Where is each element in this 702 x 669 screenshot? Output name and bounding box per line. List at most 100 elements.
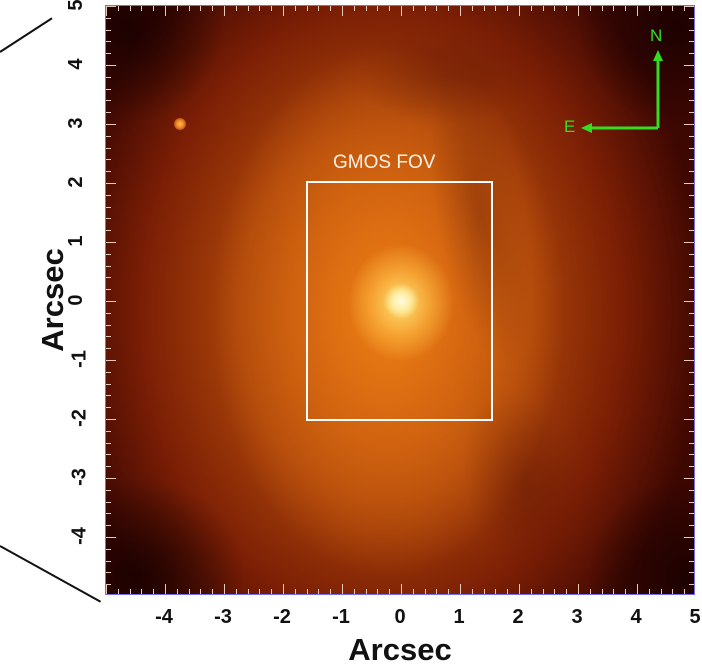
y-tick-right [689,289,694,291]
x-tick-top [566,6,568,11]
y-axis-label: Arcsec [35,248,70,352]
y-tick-right [689,395,694,397]
x-tick-top [330,6,332,11]
dust-lane [356,26,536,126]
y-tick-right [689,348,694,350]
x-tick-top [153,6,155,11]
x-tick-bottom [483,589,485,594]
x-tick-top [117,6,119,11]
x-tick-label: 0 [394,606,406,628]
y-tick-left [106,17,111,19]
y-tick-left [106,360,116,361]
x-tick-bottom [165,584,166,594]
x-tick-bottom [271,589,273,594]
x-tick-bottom [578,584,579,594]
x-tick-bottom [342,584,343,594]
y-tick-right [689,206,694,208]
x-tick-top [377,6,379,11]
x-tick-bottom [625,589,627,594]
galaxy-image-plot: GMOS FOV [105,5,695,595]
y-tick-left [106,419,116,420]
y-tick-left [106,442,111,444]
y-tick-right [689,371,694,373]
x-tick-top [247,6,249,11]
y-tick-left [106,395,111,397]
x-tick-label: 3 [571,606,583,628]
gmos-fov-rectangle [306,181,493,421]
y-tick-right [684,301,694,302]
x-tick-label: 1 [453,606,465,628]
x-axis-label: Arcsec [348,632,452,667]
y-tick-right [689,265,694,267]
y-tick-left [106,466,111,468]
y-tick-left [106,324,111,326]
y-tick-right [689,430,694,432]
x-tick-top [530,6,532,11]
y-tick-left [106,206,111,208]
y-tick-right [689,454,694,456]
x-tick-top [507,6,509,11]
y-tick-left [106,265,111,267]
x-tick-bottom [106,584,107,594]
y-tick-right [684,360,694,361]
x-tick-bottom [306,589,308,594]
y-tick-right [684,478,694,479]
x-tick-top [141,6,143,11]
y-tick-left [106,124,116,125]
y-tick-left [106,41,111,43]
x-tick-bottom [389,589,391,594]
y-tick-left [106,65,116,66]
x-tick-bottom [188,589,190,594]
y-tick-left [106,489,111,491]
y-tick-right [689,88,694,90]
y-tick-left [106,454,111,456]
y-tick-label: 4 [65,58,88,70]
y-tick-left [106,560,111,562]
y-tick-left [106,501,111,503]
x-tick-bottom [129,589,131,594]
x-tick-top [412,6,414,11]
x-tick-top [471,6,473,11]
x-tick-bottom [117,589,119,594]
x-tick-top [188,6,190,11]
y-tick-left [106,159,111,161]
y-tick-left [106,312,111,314]
y-tick-left [106,537,116,538]
y-tick-left [106,242,116,243]
x-tick-bottom [436,589,438,594]
x-tick-bottom [141,589,143,594]
y-tick-right [689,584,694,586]
x-tick-top [342,6,343,16]
y-tick-label: -3 [68,468,91,486]
x-tick-top [660,6,662,11]
x-tick-bottom [259,589,261,594]
x-tick-top [672,6,674,11]
x-tick-bottom [637,584,638,594]
x-tick-top [483,6,485,11]
x-tick-label: 4 [630,606,642,628]
x-tick-top [365,6,367,11]
y-tick-right [689,383,694,385]
x-tick-bottom [589,589,591,594]
y-tick-label: -1 [68,350,91,368]
y-tick-right [689,525,694,527]
y-tick-right [684,419,694,420]
x-tick-bottom [448,589,450,594]
x-tick-top [401,6,402,16]
y-tick-left [106,383,111,385]
y-tick-left [106,112,111,114]
y-tick-left [106,348,111,350]
x-tick-bottom [613,589,615,594]
y-tick-left [106,135,111,137]
y-tick-left [106,478,116,479]
x-tick-bottom [495,589,497,594]
x-tick-bottom [542,589,544,594]
y-tick-right [689,336,694,338]
x-tick-top [353,6,355,11]
y-tick-right [689,560,694,562]
y-tick-right [689,112,694,114]
y-tick-left [106,218,111,220]
x-tick-top [235,6,237,11]
x-tick-bottom [471,589,473,594]
x-tick-bottom [212,589,214,594]
